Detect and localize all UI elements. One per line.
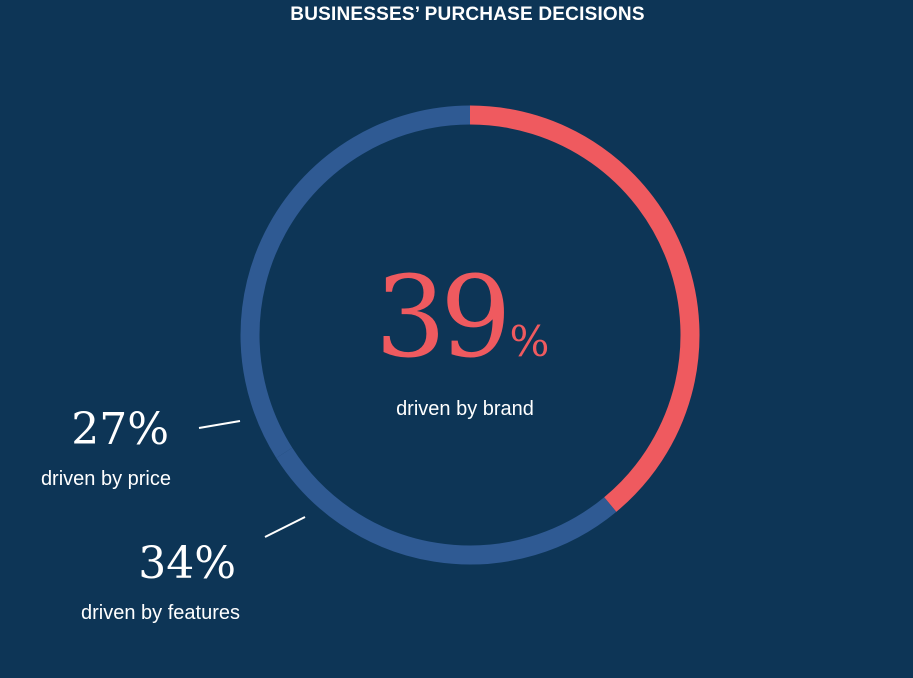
brand-value: 39 <box>375 253 511 383</box>
brand-caption: driven by brand <box>396 398 534 420</box>
price-value: 27% <box>71 404 169 455</box>
donut-segment-features <box>240 105 471 458</box>
chart-title: BUSINESSES’ PURCHASE DECISIONS <box>290 4 645 25</box>
price-leader-line <box>198 420 241 429</box>
donut-ring <box>240 105 700 565</box>
brand-percentage: 39% <box>375 262 595 374</box>
features-leader-line <box>264 516 306 538</box>
donut-segment-price <box>276 447 617 565</box>
price-caption: driven by price <box>40 468 171 490</box>
features-value: 34% <box>138 538 236 589</box>
donut-segment-brand <box>469 105 700 512</box>
features-caption: driven by features <box>81 602 240 624</box>
brand-percent-sign: % <box>509 317 550 366</box>
